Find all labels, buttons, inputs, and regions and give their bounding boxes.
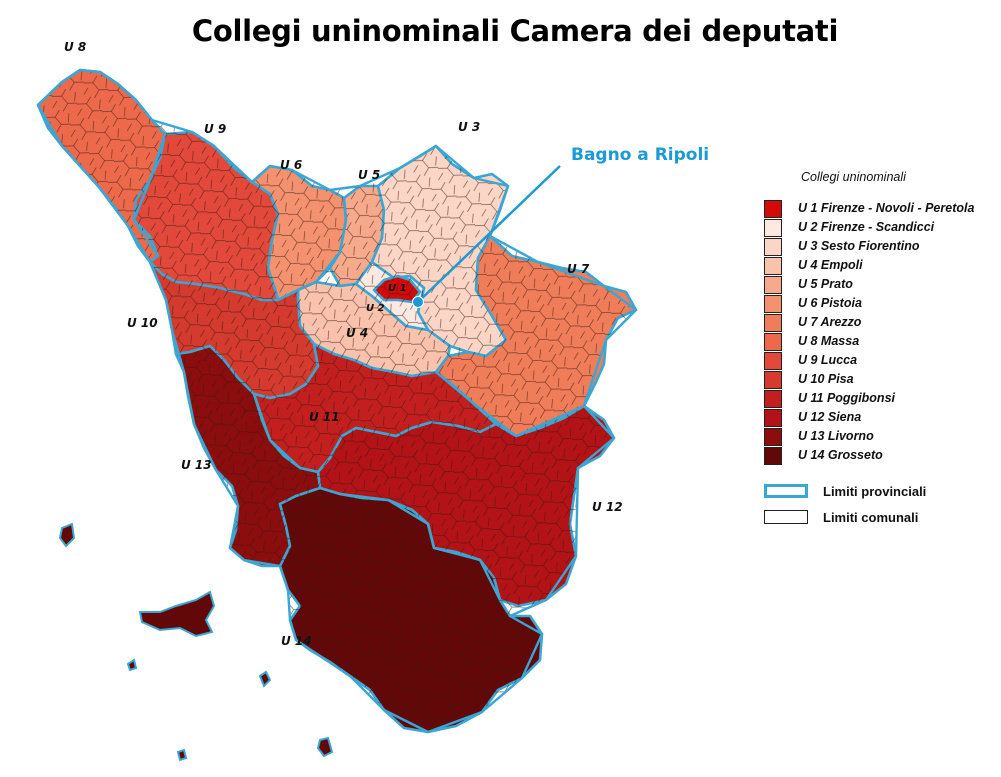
- legend-label: U 2 Firenze - Scandicci: [798, 220, 935, 234]
- legend-swatch: [764, 257, 782, 275]
- legend-swatch: [764, 200, 782, 218]
- map-label-u3: U 3: [458, 120, 481, 134]
- legend-item: U 3 Sesto Fiorentino: [763, 238, 1001, 257]
- legend-item: U 14 Grosseto: [763, 447, 1001, 466]
- legend-item: U 8 Massa: [763, 333, 1001, 352]
- legend-label: U 10 Pisa: [798, 372, 854, 386]
- island-giglio: [258, 670, 272, 688]
- legend-item: U 12 Siena: [763, 409, 1001, 428]
- legend-item: U 9 Lucca: [763, 352, 1001, 371]
- legend-swatch: [764, 276, 782, 294]
- legend-label: U 1 Firenze - Novoli - Peretola: [798, 201, 975, 215]
- legend-swatch: [764, 352, 782, 370]
- map-label-u4: U 4: [346, 326, 369, 340]
- legend-swatch: [764, 219, 782, 237]
- island-montecristo: [176, 748, 188, 762]
- legend-swatch: [764, 428, 782, 446]
- legend-swatch: [764, 371, 782, 389]
- legend-label: U 3 Sesto Fiorentino: [798, 239, 920, 253]
- island-giannutri: [316, 736, 334, 758]
- legend-item: U 2 Firenze - Scandicci: [763, 219, 1001, 238]
- legend-swatch: [764, 295, 782, 313]
- legend-swatch: [764, 314, 782, 332]
- map-label-u1: U 1: [388, 283, 407, 294]
- legend-item: U 10 Pisa: [763, 371, 1001, 390]
- legend-limit-label: Limiti comunali: [823, 510, 919, 525]
- tuscany-map: [36, 68, 638, 762]
- map-label-u7: U 7: [567, 262, 590, 276]
- province-border-swatch: [764, 484, 808, 498]
- legend-item: U 5 Prato: [763, 276, 1001, 295]
- legend-label: U 11 Poggibonsi: [798, 391, 895, 405]
- map-title: Collegi uninominali Camera dei deputati: [191, 14, 839, 48]
- island-capraia: [58, 522, 76, 548]
- map-label-u9: U 9: [204, 122, 227, 136]
- legend-item: U 6 Pistoia: [763, 295, 1001, 314]
- map-label-u6: U 6: [280, 158, 303, 172]
- map-label-u12: U 12: [592, 500, 623, 514]
- legend-limit-provinciali: Limiti provinciali: [763, 484, 1001, 502]
- callout-bagno-a-ripoli: Bagno a Ripoli: [571, 145, 710, 165]
- legend-label: U 9 Lucca: [798, 353, 858, 367]
- island-pianosa: [126, 658, 138, 672]
- legend-label: U 12 Siena: [798, 410, 862, 424]
- legend-swatch: [764, 409, 782, 427]
- legend-item: U 1 Firenze - Novoli - Peretola: [763, 200, 1001, 219]
- legend-label: U 8 Massa: [798, 334, 860, 348]
- legend-swatch: [764, 447, 782, 465]
- callout-line: [417, 165, 561, 303]
- map-label-u8: U 8: [64, 40, 87, 54]
- map-label-u14: U 14: [281, 634, 312, 648]
- legend-label: U 4 Empoli: [798, 258, 863, 272]
- comune-border-swatch: [764, 510, 808, 524]
- legend-label: U 14 Grosseto: [798, 448, 883, 462]
- legend-item: U 7 Arezzo: [763, 314, 1001, 333]
- map-label-u5: U 5: [358, 168, 381, 182]
- legend-label: U 13 Livorno: [798, 429, 874, 443]
- legend-limit-comunali: Limiti comunali: [763, 510, 1001, 528]
- legend-item: U 13 Livorno: [763, 428, 1001, 447]
- legend-title: Collegi uninominali: [801, 170, 906, 184]
- legend-swatch: [764, 390, 782, 408]
- callout-dot: [412, 296, 424, 308]
- legend-item: U 4 Empoli: [763, 257, 1001, 276]
- map-label-u13: U 13: [181, 458, 212, 472]
- legend-item: U 11 Poggibonsi: [763, 390, 1001, 409]
- legend-limit-label: Limiti provinciali: [823, 484, 927, 499]
- legend-swatch: [764, 333, 782, 351]
- map-label-u2: U 2: [366, 303, 385, 314]
- map-label-u10: U 10: [127, 316, 158, 330]
- legend-swatch: [764, 238, 782, 256]
- map-label-u11: U 11: [309, 410, 340, 424]
- island-elba: [138, 590, 216, 638]
- legend-label: U 7 Arezzo: [798, 315, 862, 329]
- legend-label: U 6 Pistoia: [798, 296, 862, 310]
- legend-label: U 5 Prato: [798, 277, 853, 291]
